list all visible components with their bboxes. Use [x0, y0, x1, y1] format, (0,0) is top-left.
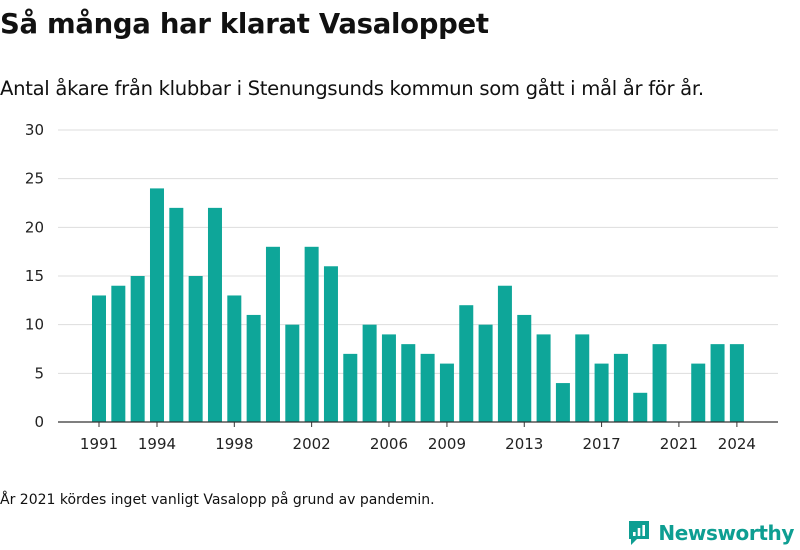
chart-subtitle: Antal åkare från klubbar i Stenungsunds …: [0, 77, 704, 100]
bar: [265, 246, 280, 422]
x-tick-label: 2017: [582, 435, 620, 453]
bar-chart: 0 5 10 15 20 25 30 1991 1994 1998 2002 2006 2009 2013…: [25, 121, 778, 453]
bar: [613, 353, 628, 422]
bar: [459, 305, 474, 422]
y-tick-label: 30: [25, 121, 44, 139]
bar: [169, 207, 184, 422]
bar: [710, 344, 725, 422]
bar: [207, 207, 222, 422]
bar: [381, 334, 396, 422]
bar: [188, 276, 203, 422]
bar: [536, 334, 551, 422]
bar: [285, 324, 300, 422]
bar: [304, 246, 319, 422]
bar: [420, 353, 435, 422]
bar: [362, 324, 377, 422]
y-tick-label: 20: [25, 218, 44, 236]
y-tick-label: 15: [25, 267, 44, 285]
bar: [555, 383, 570, 422]
y-tick-label: 5: [34, 364, 44, 382]
x-tick-label: 2009: [428, 435, 466, 453]
bar: [92, 295, 106, 422]
bar: [130, 276, 145, 422]
bar: [729, 344, 744, 422]
bar: [401, 344, 416, 422]
x-tick-label: 2024: [718, 435, 756, 453]
bar: [323, 266, 338, 422]
y-tick-label: 0: [34, 413, 44, 431]
x-tick-label: 2006: [370, 435, 408, 453]
x-tick-label: 2021: [660, 435, 698, 453]
y-tick-label: 25: [25, 170, 44, 188]
bar: [343, 353, 358, 422]
bar: [633, 392, 648, 422]
y-tick-label: 10: [25, 316, 44, 334]
brand-logo: Newsworthy: [627, 519, 794, 547]
x-tick-label: 2002: [293, 435, 331, 453]
x-tick-label: 1991: [80, 435, 118, 453]
bar: [691, 363, 706, 422]
bar: [149, 188, 164, 422]
bar: [439, 363, 454, 422]
newsworthy-logo-icon: [629, 521, 650, 545]
bar: [652, 344, 667, 422]
bar: [478, 324, 493, 422]
bar: [111, 285, 126, 422]
bar: [594, 363, 609, 422]
x-tick-label: 1998: [215, 435, 253, 453]
bar: [227, 295, 242, 422]
x-tick-label: 2013: [505, 435, 543, 453]
chart-title: Så många har klarat Vasaloppet: [0, 8, 489, 40]
bar: [497, 285, 512, 422]
bar: [575, 334, 590, 422]
bar: [517, 314, 532, 422]
bar: [246, 314, 261, 422]
brand-name: Newsworthy: [658, 521, 794, 545]
footnote: År 2021 kördes inget vanligt Vasalopp på…: [0, 492, 435, 508]
x-tick-label: 1994: [138, 435, 176, 453]
